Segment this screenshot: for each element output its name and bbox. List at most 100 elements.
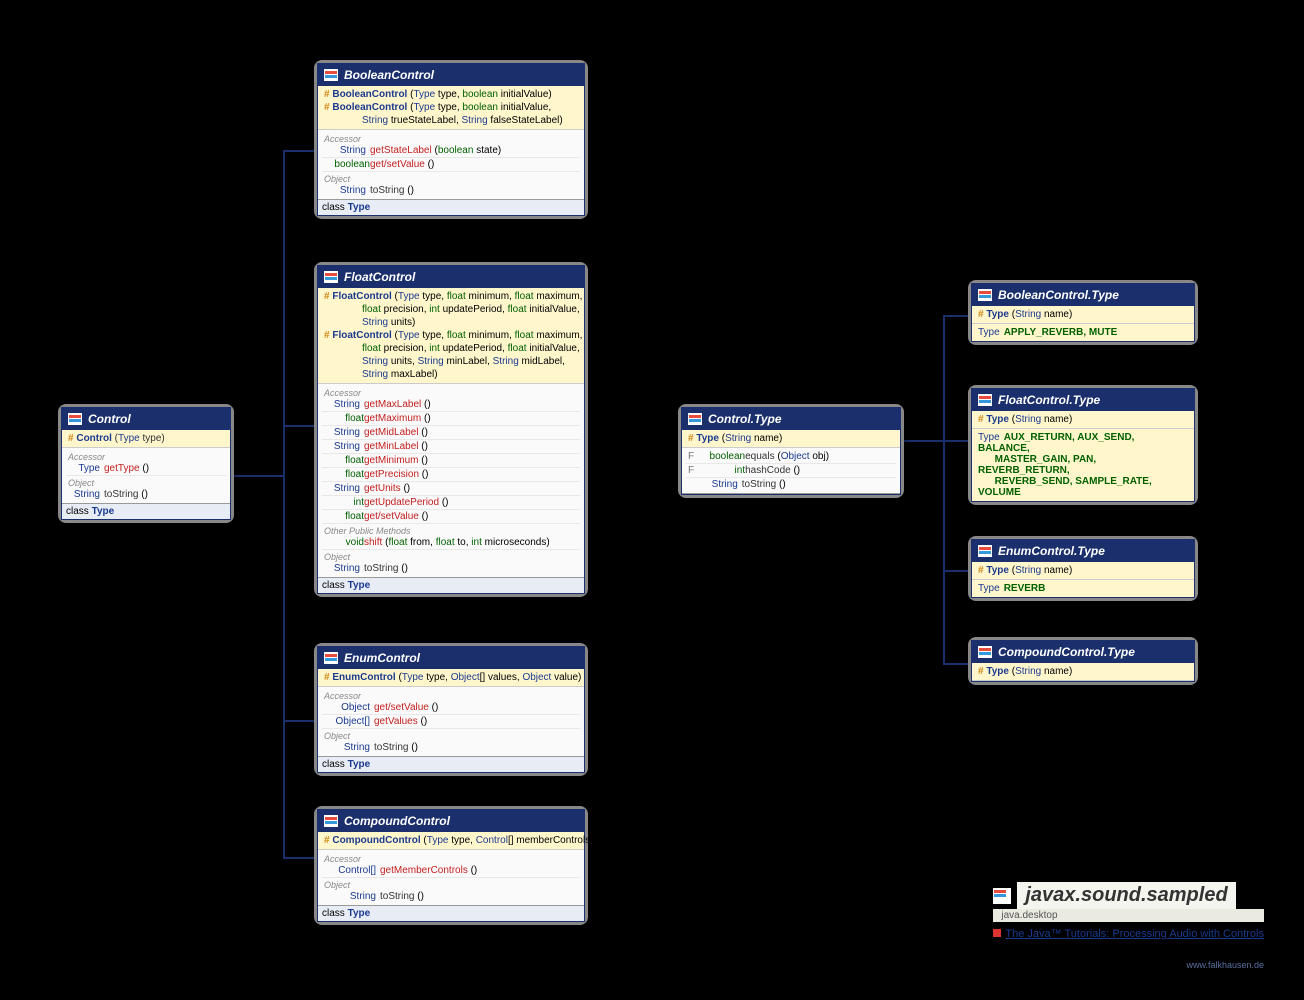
constructor: # CompoundControl (Type type, Control[] … <box>322 834 580 847</box>
method-equals: Fbooleanequals (Object obj) <box>686 450 896 464</box>
constructor-cont: String units) <box>322 316 580 329</box>
class-title: EnumControl.Type <box>998 544 1105 558</box>
class-header: Control <box>62 408 230 430</box>
method-toString: StringtoString () <box>322 184 580 197</box>
package-info: javax.sound.sampled java.desktop The Jav… <box>993 882 1264 940</box>
section-label: Object <box>322 878 580 890</box>
class-title: Control <box>88 412 131 426</box>
constructor: # BooleanControl (Type type, boolean ini… <box>322 101 580 114</box>
tutorial-link[interactable]: The Java™ Tutorials: Processing Audio wi… <box>993 928 1264 940</box>
constructor: # Type (String name) <box>686 432 896 445</box>
class-header: CompoundControl.Type <box>972 641 1194 663</box>
constructor-cont: String units, String minLabel, String mi… <box>322 355 580 368</box>
footer: class Type <box>318 906 584 921</box>
section-label: Object <box>322 550 580 562</box>
method: floatgetPrecision () <box>322 468 580 482</box>
constants: TypeREVERB <box>976 582 1190 595</box>
class-compound-control: CompoundControl # CompoundControl (Type … <box>314 806 588 925</box>
section-label: Accessor <box>322 689 580 701</box>
method: floatgetMaximum () <box>322 412 580 426</box>
class-title: Control.Type <box>708 412 782 426</box>
class-header: CompoundControl <box>318 810 584 832</box>
class-icon <box>688 413 702 425</box>
section-label: Other Public Methods <box>322 524 580 536</box>
connector <box>943 315 945 665</box>
class-title: FloatControl <box>344 270 415 284</box>
method: floatget/setValue () <box>322 510 580 524</box>
class-title: FloatControl.Type <box>998 393 1100 407</box>
constructor: # Type (String name) <box>976 413 1190 426</box>
connector <box>283 425 318 427</box>
constructor-cont: float precision, int updatePeriod, float… <box>322 342 580 355</box>
method: StringgetMaxLabel () <box>322 398 580 412</box>
method-toString: StringtoString () <box>66 488 226 501</box>
connector <box>283 150 318 152</box>
class-header: FloatControl <box>318 266 584 288</box>
package-name: javax.sound.sampled <box>1017 882 1235 909</box>
section-label: Accessor <box>322 132 580 144</box>
class-title: CompoundControl <box>344 814 450 828</box>
class-title: EnumControl <box>344 651 420 665</box>
section-label: Accessor <box>322 852 580 864</box>
class-header: FloatControl.Type <box>972 389 1194 411</box>
footer: class Type <box>318 200 584 215</box>
class-icon <box>978 289 992 301</box>
method: Objectget/setValue () <box>322 701 580 715</box>
constructor: # BooleanControl (Type type, boolean ini… <box>322 88 580 101</box>
class-enum-type: EnumControl.Type # Type (String name) Ty… <box>968 536 1198 601</box>
section-label: Object <box>66 476 226 488</box>
constructor: # FloatControl (Type type, float minimum… <box>322 290 580 303</box>
class-float-type: FloatControl.Type # Type (String name) T… <box>968 385 1198 505</box>
bullet-icon <box>993 929 1001 937</box>
constructor: # Type (String name) <box>976 665 1190 678</box>
method-hashcode: FinthashCode () <box>686 464 896 478</box>
package-module: java.desktop <box>993 909 1264 922</box>
class-header: BooleanControl.Type <box>972 284 1194 306</box>
class-icon <box>324 69 338 81</box>
method: StringgetMidLabel () <box>322 426 580 440</box>
constructor-cont: float precision, int updatePeriod, float… <box>322 303 580 316</box>
footer: class Type <box>62 504 230 519</box>
method-toString: StringtoString () <box>686 478 896 491</box>
class-compound-type: CompoundControl.Type # Type (String name… <box>968 637 1198 685</box>
method-getType: TypegetType () <box>66 462 226 476</box>
connector <box>225 475 285 477</box>
watermark: www.falkhausen.de <box>1186 960 1264 970</box>
class-icon <box>978 394 992 406</box>
section-label: Accessor <box>322 386 580 398</box>
method: Control[]getMemberControls () <box>322 864 580 878</box>
connector <box>283 857 318 859</box>
method: floatgetMinimum () <box>322 454 580 468</box>
class-control: Control # Control (Type type) Accessor T… <box>58 404 234 523</box>
constants: TypeAPPLY_REVERB, MUTE <box>976 326 1190 339</box>
class-header: Control.Type <box>682 408 900 430</box>
method-toString: StringtoString () <box>322 741 580 754</box>
constants: TypeAUX_RETURN, AUX_SEND, BALANCE, MASTE… <box>976 431 1190 499</box>
method: Object[]getValues () <box>322 715 580 729</box>
class-icon <box>324 815 338 827</box>
class-icon <box>68 413 82 425</box>
constructor: # FloatControl (Type type, float minimum… <box>322 329 580 342</box>
constructor: # EnumControl (Type type, Object[] value… <box>322 671 580 684</box>
connector <box>283 720 318 722</box>
connector <box>283 150 285 858</box>
class-icon <box>978 646 992 658</box>
method-toString: StringtoString () <box>322 562 580 575</box>
section-label: Accessor <box>66 450 226 462</box>
class-icon <box>324 271 338 283</box>
constructor: # Type (String name) <box>976 564 1190 577</box>
section-label: Object <box>322 729 580 741</box>
class-title: CompoundControl.Type <box>998 645 1135 659</box>
class-control-type: Control.Type # Type (String name) Fboole… <box>678 404 904 498</box>
class-title: BooleanControl.Type <box>998 288 1119 302</box>
method-getStateLabel: StringgetStateLabel (boolean state) <box>322 144 580 158</box>
class-float-control: FloatControl # FloatControl (Type type, … <box>314 262 588 597</box>
package-icon <box>993 888 1011 904</box>
constructor-cont: String maxLabel) <box>322 368 580 381</box>
class-boolean-control: BooleanControl # BooleanControl (Type ty… <box>314 60 588 219</box>
class-icon <box>978 545 992 557</box>
constructor: # Control (Type type) <box>66 432 226 445</box>
class-icon <box>324 652 338 664</box>
method-gsValue: booleanget/setValue () <box>322 158 580 172</box>
section-label: Object <box>322 172 580 184</box>
